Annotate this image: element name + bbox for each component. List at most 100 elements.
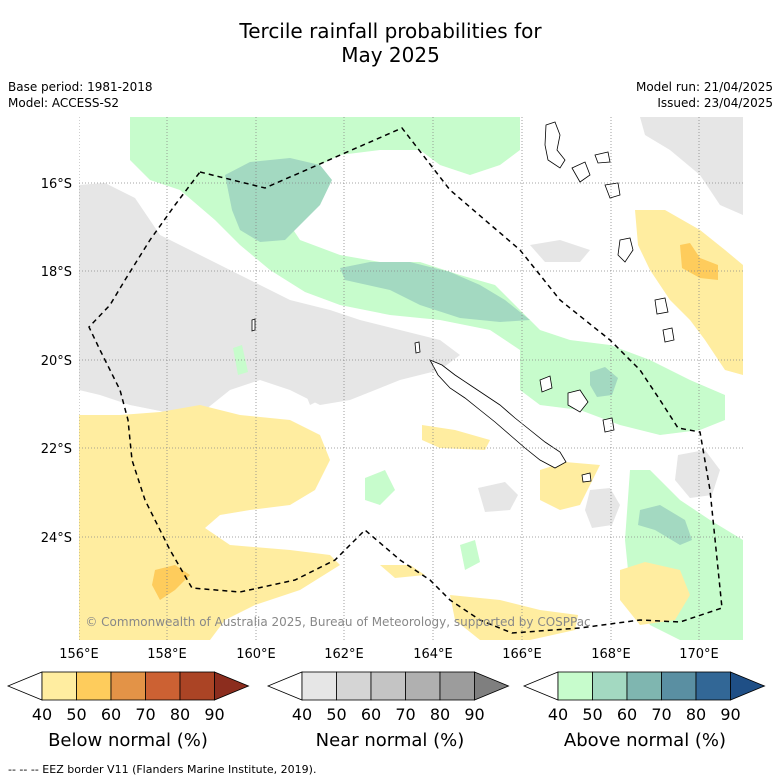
colorbar-tick-label: 60 — [361, 705, 381, 724]
colorbar-swatch — [474, 671, 510, 701]
vanuatu-island-1 — [544, 121, 566, 169]
lat-label: 16°S — [41, 177, 72, 192]
colorbar-swatch — [439, 671, 475, 701]
above-normal-blob-2 — [233, 345, 248, 375]
colorbar-tick-label: 70 — [651, 705, 671, 724]
map-title: Tercile rainfall probabilities for May 2… — [0, 19, 781, 67]
colorbar-below: 40 50 60 70 80 90 — [6, 671, 250, 724]
lat-label: 24°S — [41, 531, 72, 546]
below-normal-region-northeast — [635, 210, 743, 375]
meta-right: Model run: 21/04/2025 Issued: 23/04/2025 — [636, 79, 773, 111]
below-normal-region-small — [380, 565, 425, 578]
model-run: Model run: 21/04/2025 — [635, 80, 773, 94]
below-normal-region-southeast — [620, 562, 690, 625]
eez-border — [88, 127, 723, 634]
colorbar-title-below: Below normal (%) — [48, 730, 208, 751]
vanuatu-island-5 — [617, 237, 634, 263]
eez-footer-note: -- -- -- EEZ border V11 (Flanders Marine… — [8, 763, 317, 776]
loyalty-island-1 — [539, 375, 553, 393]
colorbar-swatch — [214, 671, 250, 701]
map-area: © Commonwealth of Australia 2025, Bureau… — [79, 117, 743, 640]
loyalty-island-2 — [567, 389, 589, 413]
colorbar-swatch — [336, 671, 372, 701]
white-hole-1 — [362, 198, 402, 240]
colorbar-swatch — [626, 671, 662, 701]
colorbar-tick-label: 90 — [720, 705, 740, 724]
colorbar-swatch — [6, 671, 43, 701]
colorbar-tick-label: 50 — [326, 705, 346, 724]
lon-label: 158°E — [147, 647, 187, 662]
issued-date: Issued: 23/04/2025 — [657, 96, 773, 110]
vanuatu-island-4 — [604, 182, 621, 199]
loyalty-island-3 — [602, 417, 615, 433]
lon-label: 156°E — [59, 647, 99, 662]
colorbar-swatch — [145, 671, 181, 701]
vanuatu-island-3 — [594, 151, 611, 164]
lat-labels: 16°S 18°S 20°S 22°S 24°S — [41, 177, 72, 546]
lon-label: 168°E — [591, 647, 631, 662]
copyright-notice: © Commonwealth of Australia 2025, Bureau… — [85, 615, 590, 629]
lat-label: 22°S — [41, 442, 72, 457]
fiji-area-island-2 — [662, 327, 675, 343]
below-normal-region-southwest — [79, 405, 340, 640]
model-name: Model: ACCESS-S2 — [8, 96, 120, 110]
colorbar-swatch — [301, 671, 337, 701]
colorbar-swatch — [557, 671, 593, 701]
lon-label: 160°E — [236, 647, 276, 662]
above-normal-blob-3 — [460, 540, 480, 570]
above-normal-50-region-3 — [590, 367, 618, 397]
new-caledonia-island — [429, 359, 567, 469]
colorbar-swatch — [110, 671, 146, 701]
colorbar-swatch — [41, 671, 77, 701]
title-line-1: Tercile rainfall probabilities for — [239, 19, 542, 43]
colorbar-title-above: Above normal (%) — [563, 730, 727, 751]
colorbar-swatch — [730, 671, 766, 701]
above-normal-50-region-1 — [225, 158, 332, 242]
colorbar-near: 40 50 60 70 80 90 — [266, 671, 510, 724]
lon-labels: 156°E 158°E 160°E 162°E 164°E 166°E 168°… — [59, 647, 719, 662]
below-normal-50-region-2 — [152, 565, 190, 600]
colorbars: 40 50 60 70 80 90 40 50 60 70 80 90 40 50 60 70 80 90 — [6, 671, 766, 724]
colorbar-tick-label: 80 — [686, 705, 706, 724]
above-normal-blob-1 — [365, 470, 395, 505]
colorbar-tick-label: 40 — [292, 705, 312, 724]
near-normal-region-west — [79, 183, 460, 412]
fiji-area-island-1 — [654, 297, 669, 315]
colorbar-swatch — [695, 671, 731, 701]
title-line-2: May 2025 — [341, 43, 440, 67]
colorbar-swatch — [405, 671, 441, 701]
colorbar-tick-label: 60 — [101, 705, 121, 724]
colorbar-swatch — [522, 671, 559, 701]
near-normal-region-northeast — [640, 117, 743, 215]
colorbar-tick-label: 40 — [32, 705, 52, 724]
colorbar-tick-label: 80 — [170, 705, 190, 724]
lon-label: 166°E — [502, 647, 542, 662]
meta-left: Base period: 1981-2018 Model: ACCESS-S2 — [8, 79, 153, 111]
lon-label: 162°E — [324, 647, 364, 662]
near-normal-blob-4 — [300, 378, 330, 405]
colorbar-tick-label: 70 — [135, 705, 155, 724]
colorbar-tick-label: 90 — [204, 705, 224, 724]
small-island-3 — [251, 318, 256, 332]
vanuatu-island-2 — [571, 161, 591, 183]
colorbar-swatch — [592, 671, 628, 701]
above-normal-50-region-4 — [638, 505, 692, 545]
lat-label: 20°S — [41, 354, 72, 369]
small-island-2 — [414, 341, 421, 354]
white-hole-2 — [448, 218, 480, 238]
near-normal-blob-2 — [478, 482, 518, 512]
colorbar-swatch — [76, 671, 112, 701]
colorbar-tick-label: 90 — [464, 705, 484, 724]
colorbar-tick-label: 50 — [66, 705, 86, 724]
colorbar-tick-label: 60 — [617, 705, 637, 724]
colorbar-swatch — [661, 671, 697, 701]
lon-label: 170°E — [679, 647, 719, 662]
colorbar-tick-label: 80 — [430, 705, 450, 724]
colorbar-swatch — [266, 671, 303, 701]
lon-gridlines — [79, 117, 700, 640]
colorbar-title-near: Near normal (%) — [315, 730, 465, 751]
lat-label: 18°S — [41, 265, 72, 280]
colorbar-above: 40 50 60 70 80 90 — [522, 671, 766, 724]
colorbar-tick-label: 40 — [548, 705, 568, 724]
